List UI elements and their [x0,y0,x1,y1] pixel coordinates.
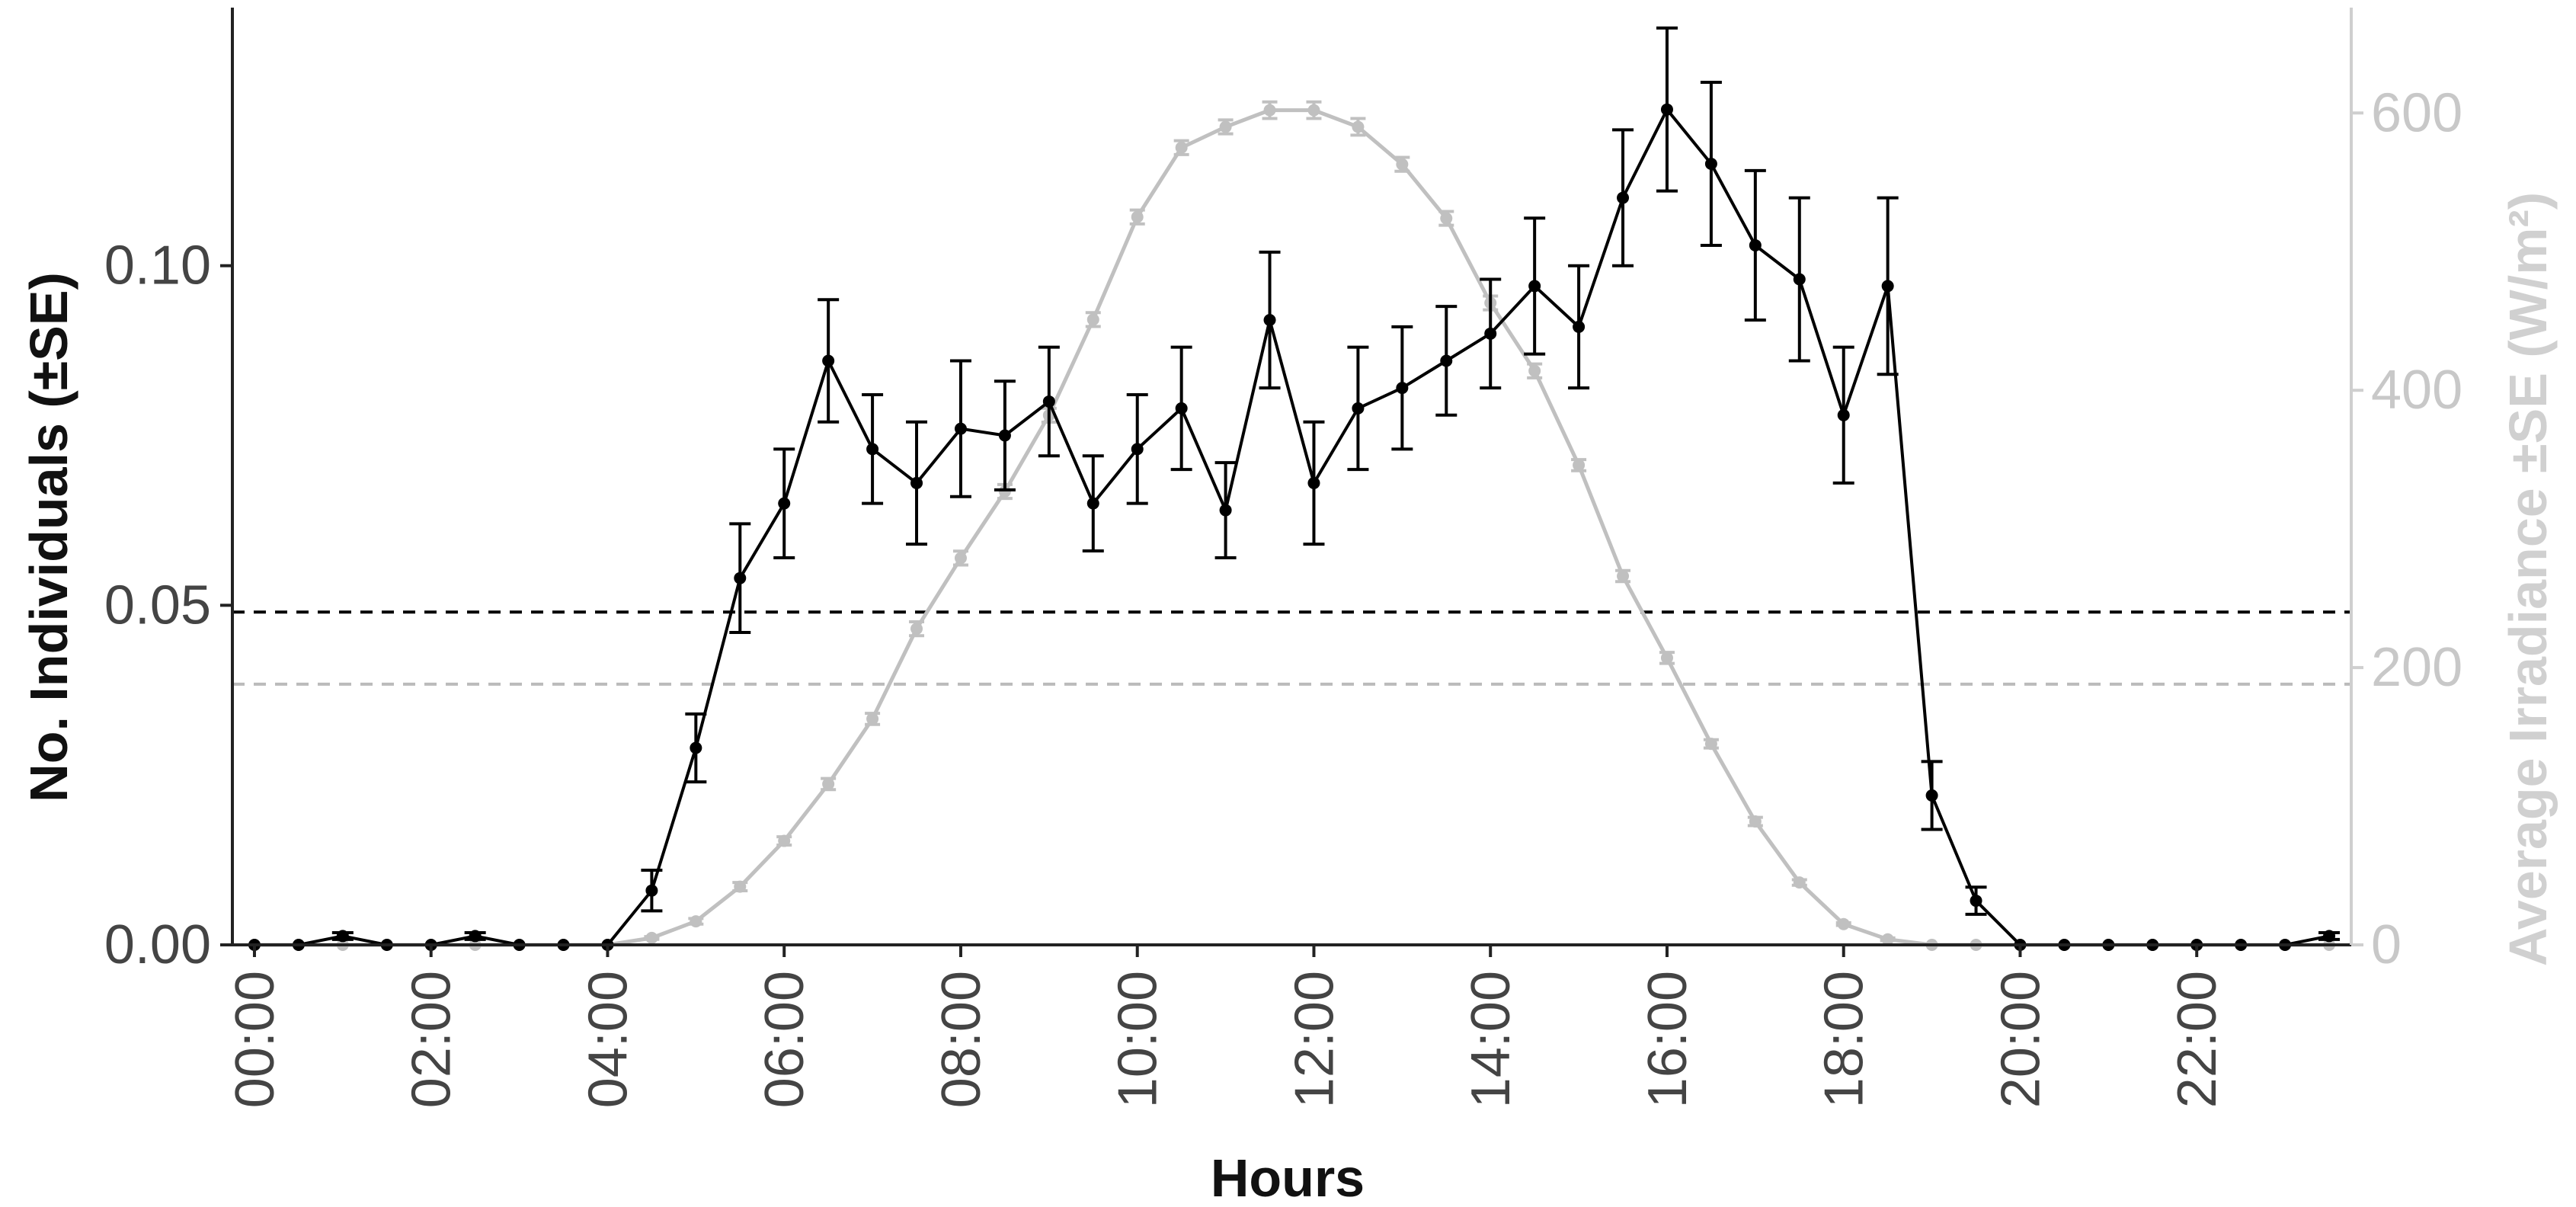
data-point [645,931,658,944]
data-point [1837,408,1850,421]
data-point [1396,382,1409,395]
data-point [866,712,879,725]
data-point [1263,314,1276,326]
y2-tick-label: 0 [2371,914,2402,975]
x-tick-label: 14:00 [1461,971,1522,1108]
data-point [1086,497,1099,510]
x-tick-label: 00:00 [225,971,286,1108]
data-point [1970,895,1982,908]
data-point [690,741,702,754]
series-individuals [248,26,2341,951]
data-point [1749,239,1762,251]
data-point [469,930,482,943]
data-point [910,623,923,636]
data-point [1352,120,1365,133]
right-y-axis-title: Average Irradiance ±SE (W/m²) [2498,192,2558,966]
data-point [1131,443,1144,456]
data-point [1617,191,1630,204]
data-point [822,354,835,367]
x-tick-label: 12:00 [1284,971,1345,1108]
data-point [998,429,1011,442]
x-tick-label: 20:00 [1990,971,2051,1108]
data-point [645,884,658,897]
data-point [1837,917,1850,930]
series-irradiance [248,100,2336,951]
data-point [1307,476,1320,489]
x-tick-label: 04:00 [578,971,638,1108]
data-point [778,497,791,510]
data-point [1793,273,1806,286]
y2-tick-label: 600 [2371,82,2462,143]
data-point [1528,280,1541,293]
data-point [1704,738,1717,751]
data-point [1881,280,1894,293]
y-axis-title: No. Individuals (±SE) [19,272,78,802]
data-point [690,915,702,928]
data-point [866,443,879,456]
y-tick-label: 0.00 [104,914,211,975]
data-point [2323,930,2336,943]
data-point [1617,570,1630,583]
x-tick-label: 06:00 [754,971,815,1108]
data-point [1484,327,1497,340]
data-point [1175,402,1188,415]
data-point [822,777,835,790]
data-point [1660,652,1673,664]
data-point [1219,504,1232,517]
x-tick-label: 02:00 [402,971,462,1108]
data-point [734,880,747,893]
data-point [1925,789,1938,802]
y2-tick-label: 200 [2371,637,2462,698]
series-line [254,108,2329,947]
data-point [1704,158,1717,170]
x-tick-label: 10:00 [1108,971,1169,1108]
x-tick-label: 18:00 [1814,971,1875,1108]
x-axis-title: Hours [1211,1148,1365,1207]
series-line [254,107,2330,946]
data-point [1086,313,1099,326]
data-point [1660,103,1673,116]
x-tick-label: 16:00 [1637,971,1698,1108]
data-point [910,476,923,489]
data-point [1793,876,1806,889]
data-point [1440,354,1453,367]
axes [231,8,2353,946]
data-point [1307,104,1320,117]
y2-tick-label: 400 [2371,360,2462,421]
data-point [1131,210,1144,223]
data-point [954,422,967,435]
x-tick-label: 08:00 [931,971,992,1108]
y-tick-label: 0.05 [104,575,211,636]
data-point [1263,104,1276,117]
data-point [1528,364,1541,377]
tick-labels: 0.00 0.05 0.10 0 200 400 600 00:00 02:00 04:00 06:… [104,82,2462,1108]
data-point [1219,120,1232,133]
data-point [1440,212,1453,225]
data-point [1749,815,1762,828]
series-layer [248,26,2341,951]
data-point [1352,402,1365,415]
data-point [1573,459,1586,472]
x-tick-label: 22:00 [2167,971,2228,1108]
data-point [1881,933,1894,946]
data-point [1042,395,1055,408]
y-tick-label: 0.10 [104,235,211,296]
reference-lines [232,610,2351,686]
data-point [1573,320,1586,333]
data-point [954,552,967,565]
data-point [778,834,791,847]
data-point [734,571,747,584]
data-point [1175,141,1188,154]
data-point [336,930,349,943]
data-point [1396,158,1409,171]
